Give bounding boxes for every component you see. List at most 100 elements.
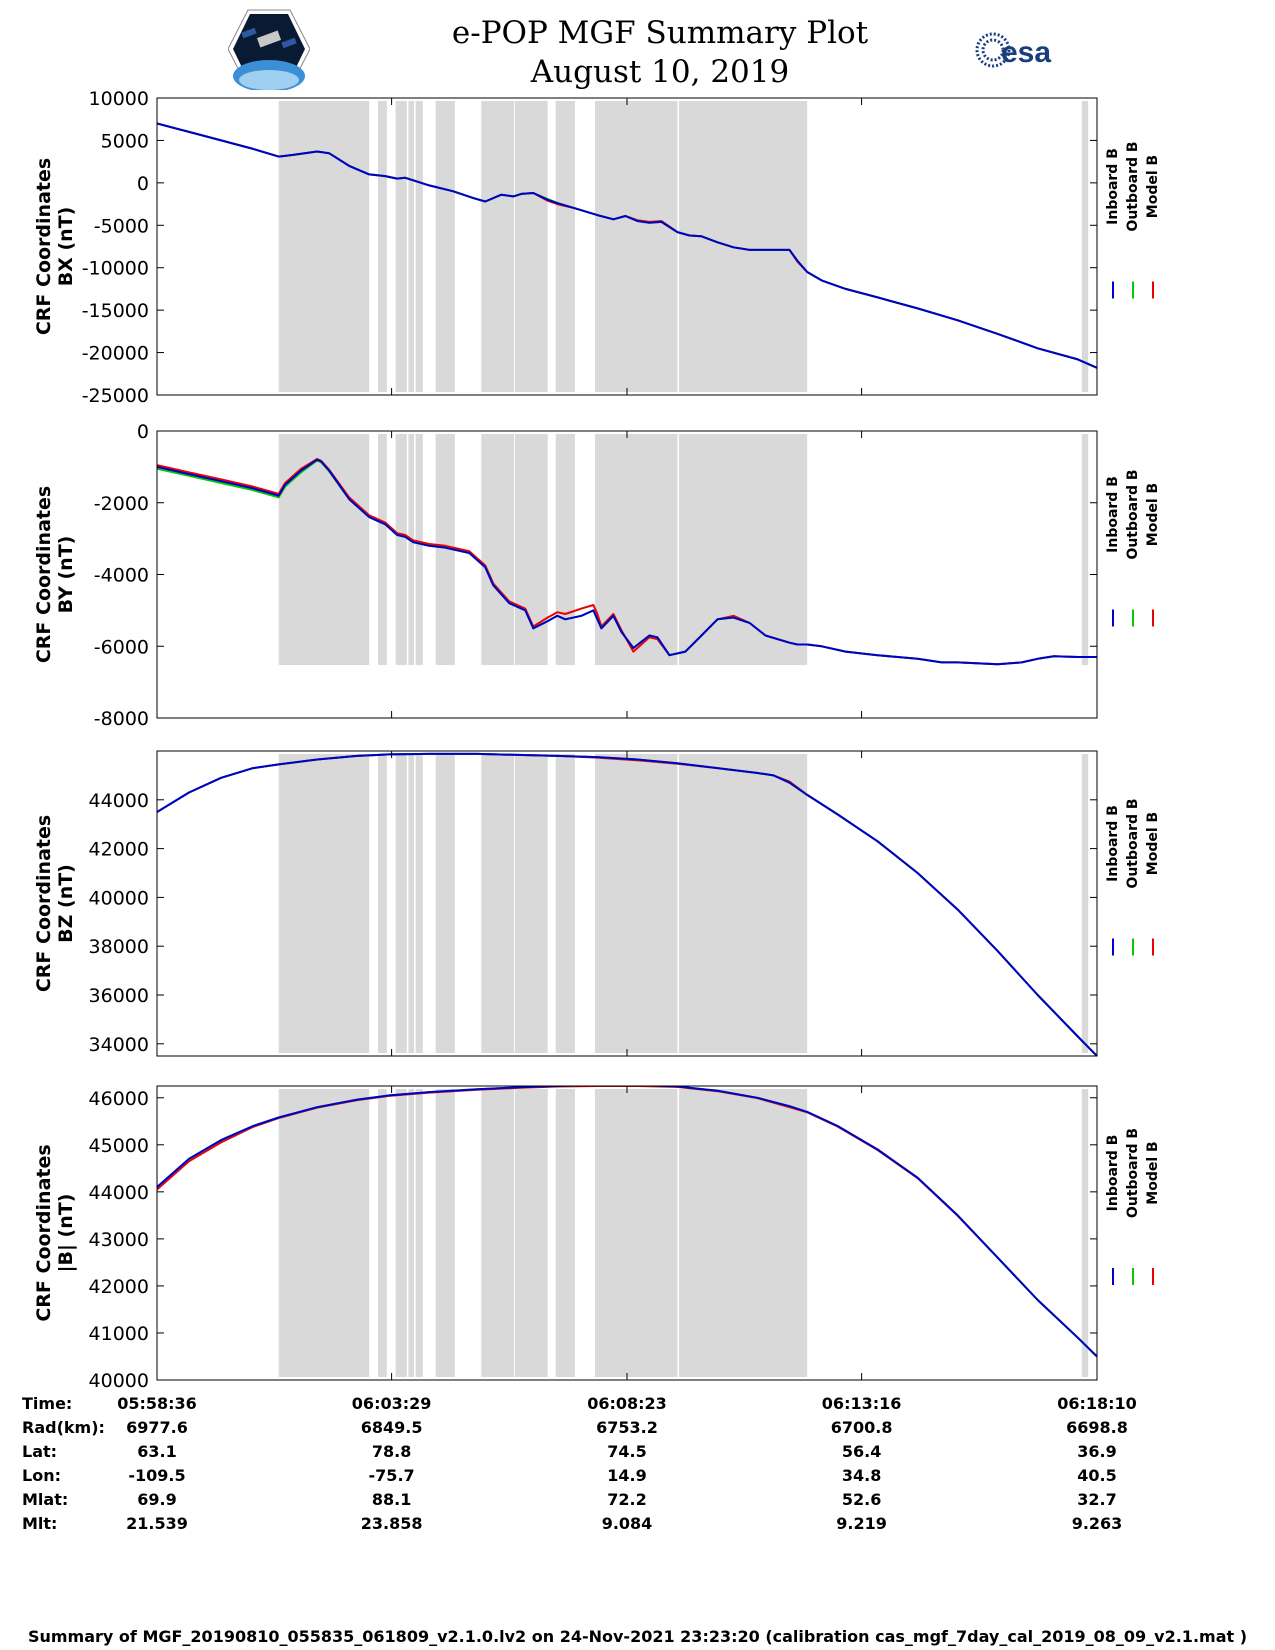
legend-label: Inboard B — [1105, 148, 1121, 225]
data-gap-band — [514, 1089, 548, 1377]
legend-label: Model B — [1145, 155, 1161, 218]
ephemeris-value: 78.8 — [371, 1442, 412, 1461]
y-tick-label: 40000 — [89, 887, 149, 909]
y-axis-label: CRF CoordinatesBX (nT) — [33, 158, 77, 335]
data-gap-band — [594, 1089, 678, 1377]
series-line-inboard-b — [157, 752, 1097, 1056]
plot-title: e-POP MGF Summary Plot August 10, 2019 — [380, 14, 940, 92]
data-gap-band — [481, 754, 515, 1053]
data-gap-band — [514, 101, 548, 392]
y-tick-label: -25000 — [82, 385, 149, 407]
y-tick-label: 42000 — [89, 1276, 149, 1298]
data-gap-band — [514, 754, 548, 1053]
y-tick-label: 10000 — [89, 88, 149, 110]
data-gap-band — [395, 434, 407, 665]
y-tick-label: -15000 — [82, 300, 149, 322]
legend-label: Outboard B — [1125, 798, 1141, 888]
data-gap-band — [481, 1089, 515, 1377]
data-gap-band — [594, 754, 678, 1053]
ephemeris-value: 9.219 — [836, 1514, 887, 1533]
data-gap-band — [408, 101, 415, 392]
y-axis-label-line1: CRF Coordinates — [33, 1144, 55, 1321]
data-gap-band — [377, 754, 387, 1053]
y-tick-label: 44000 — [89, 1182, 149, 1204]
ephemeris-value: 21.539 — [126, 1514, 188, 1533]
ephemeris-value: 6698.8 — [1066, 1418, 1128, 1437]
y-tick-label: 42000 — [89, 839, 149, 861]
data-gap-band — [555, 754, 575, 1053]
data-gap-band — [435, 754, 455, 1053]
data-gap-band — [1081, 101, 1089, 392]
legend-label: Inboard B — [1105, 1135, 1121, 1212]
ephemeris-value: 56.4 — [841, 1442, 882, 1461]
y-tick-label: 0 — [137, 173, 149, 195]
ephemeris-value: 23.858 — [360, 1514, 423, 1533]
ephemeris-row-label: Lon: — [22, 1466, 61, 1485]
data-gap-band — [481, 101, 515, 392]
data-gap-band — [679, 101, 808, 392]
ephemeris-value: 88.1 — [371, 1490, 412, 1509]
legend: Inboard B Outboard B Model B — [1105, 798, 1161, 956]
y-axis-label: CRF CoordinatesBZ (nT) — [33, 815, 77, 992]
legend-label: Outboard B — [1125, 141, 1141, 231]
data-gap-band — [594, 101, 678, 392]
y-tick-label: -10000 — [82, 258, 149, 280]
panel-by: 0 -2000 -4000 -6000 -8000 CRF CoordinatesBY (… — [33, 421, 1161, 730]
data-gap-band — [679, 754, 808, 1053]
series-line-inboard-b — [157, 1086, 1097, 1358]
ephemeris-row-label: Time: — [22, 1394, 73, 1413]
ephemeris-value: 9.263 — [1071, 1514, 1123, 1533]
data-gap-band — [377, 434, 387, 665]
ephemeris-row-label: Mlat: — [22, 1490, 69, 1509]
data-gap-band — [1081, 434, 1089, 665]
legend-label: Model B — [1145, 812, 1161, 875]
footer-caption: Summary of MGF_20190810_055835_061809_v2… — [27, 1627, 1248, 1646]
y-tick-label: -4000 — [94, 565, 149, 587]
y-axis-label-line2: |B| (nT) — [55, 1194, 77, 1273]
data-gap-band — [408, 754, 415, 1053]
data-gap-band — [435, 1089, 455, 1377]
data-gap-band — [415, 101, 423, 392]
data-gap-band — [555, 1089, 575, 1377]
esa-wordmark: esa — [1001, 36, 1051, 69]
title-line-1: e-POP MGF Summary Plot — [451, 15, 869, 51]
data-gap-band — [555, 101, 575, 392]
legend-label: Model B — [1145, 1141, 1161, 1204]
data-gap-band — [1081, 1089, 1089, 1377]
ephemeris-value: 74.5 — [607, 1442, 647, 1461]
data-gap-band — [408, 1089, 415, 1377]
data-gap-band — [435, 434, 455, 665]
y-axis-label-line2: BY (nT) — [55, 536, 77, 614]
esa-logo: esa — [975, 30, 1065, 78]
ephemeris-row-label: Mlt: — [22, 1514, 58, 1533]
y-tick-label: 46000 — [89, 1088, 149, 1110]
data-gap-band — [278, 754, 370, 1053]
ephemeris-value: 6977.6 — [126, 1418, 188, 1437]
series-line-inboard-b — [157, 458, 1097, 666]
y-tick-label: 40000 — [89, 1370, 149, 1392]
ephemeris-value: 72.2 — [607, 1490, 647, 1509]
data-gap-band — [679, 434, 808, 665]
y-tick-label: 38000 — [89, 936, 149, 958]
data-gap-band — [278, 434, 370, 665]
y-tick-label: 44000 — [89, 790, 149, 812]
ephemeris-value: 14.9 — [607, 1466, 647, 1485]
series-line-inboard-b — [157, 122, 1097, 369]
ephemeris-value: 32.7 — [1077, 1490, 1117, 1509]
ephemeris-row-label: Rad(km): — [22, 1418, 105, 1437]
data-gap-band — [481, 434, 515, 665]
ephemeris-value: 05:58:36 — [117, 1394, 197, 1413]
ephemeris-value: 06:08:23 — [587, 1394, 667, 1413]
data-gap-band — [679, 1089, 808, 1377]
ephemeris-value: 6700.8 — [830, 1418, 893, 1437]
data-gap-band — [594, 434, 678, 665]
legend: Inboard B Outboard B Model B — [1105, 1128, 1161, 1285]
y-axis-label-line2: BZ (nT) — [55, 864, 77, 943]
legend-label: Outboard B — [1125, 469, 1141, 559]
y-tick-label: 43000 — [89, 1229, 149, 1251]
data-gap-band — [415, 754, 423, 1053]
y-tick-label: -5000 — [94, 215, 149, 237]
ephemeris-value: 6753.2 — [596, 1418, 658, 1437]
legend: Inboard B Outboard B Model B — [1105, 469, 1161, 627]
